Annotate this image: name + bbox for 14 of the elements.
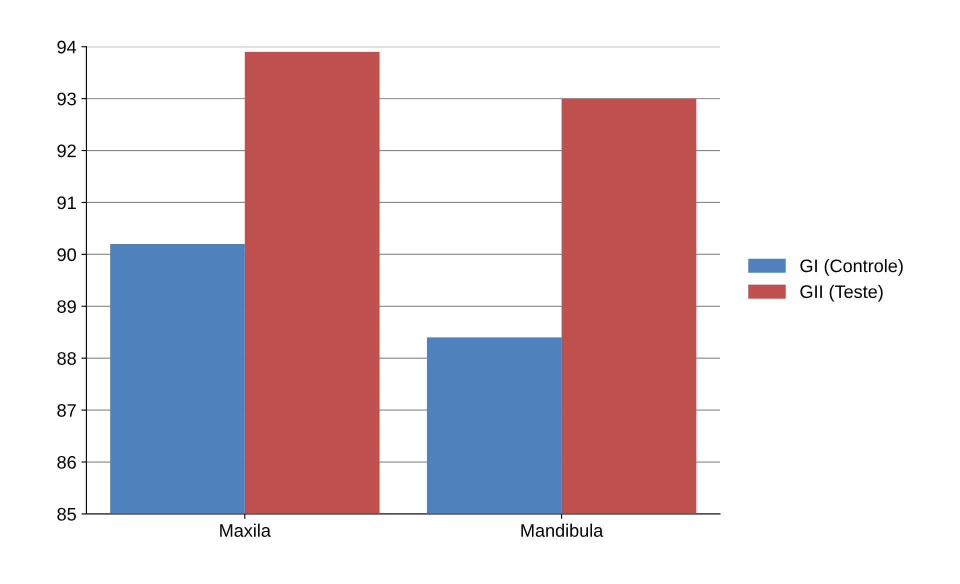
x-tick-label: Maxila [220, 524, 271, 537]
y-tick-label: 94 [57, 40, 76, 54]
y-tick-label: 89 [57, 300, 76, 313]
y-tick-label: 88 [57, 352, 76, 365]
legend-label: GI (Controle) [800, 258, 903, 276]
y-tick-label: 87 [57, 404, 76, 417]
y-tick-label: 90 [57, 248, 76, 262]
y-tick-label: 92 [57, 144, 76, 158]
y-tick-label: 93 [57, 92, 76, 106]
y-tick-label: 86 [57, 456, 76, 469]
legend-label: GII (Teste) [800, 284, 883, 302]
y-tick-label: 85 [57, 508, 76, 521]
y-tick-label: 91 [57, 196, 76, 210]
x-tick-label: Mandibula [521, 524, 604, 537]
